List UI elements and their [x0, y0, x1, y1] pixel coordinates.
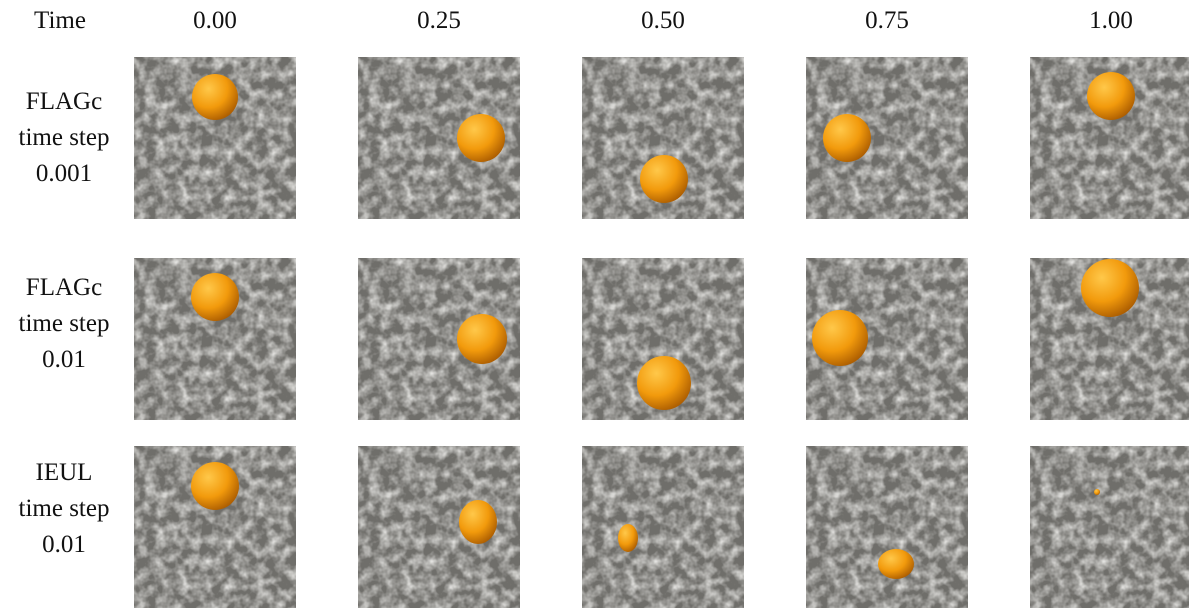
droplet	[1087, 72, 1135, 120]
droplet	[457, 114, 505, 162]
droplet	[191, 273, 239, 321]
droplet	[1081, 259, 1139, 317]
frame-flagc-0001-t100	[1030, 57, 1189, 219]
time-header-label: Time	[34, 7, 86, 34]
time-header-4: 1.00	[1089, 7, 1133, 34]
row-label-ieul-001: IEUL time step 0.01	[0, 455, 128, 563]
time-header-0: 0.00	[193, 7, 237, 34]
row-label-line: time step	[18, 310, 110, 337]
frame-flagc-0001-t075	[806, 57, 968, 219]
droplet	[878, 549, 914, 579]
frame-ieul-001-t100	[1030, 446, 1189, 608]
droplet	[191, 462, 239, 510]
frame-ieul-001-t000	[134, 446, 296, 608]
row-label-line: IEUL	[35, 459, 93, 486]
row-label-line: 0.01	[42, 531, 86, 558]
frame-ieul-001-t025	[358, 446, 520, 608]
frame-flagc-001-t000	[134, 258, 296, 420]
row-label-line: FLAGc	[25, 88, 103, 115]
time-header-3: 0.75	[865, 7, 909, 34]
droplet	[637, 356, 691, 410]
droplet	[823, 114, 871, 162]
droplet	[459, 500, 497, 544]
time-header-2: 0.50	[641, 7, 685, 34]
frame-flagc-001-t025	[358, 258, 520, 420]
row-label-flagc-0001: FLAGc time step 0.001	[0, 84, 128, 192]
droplet	[640, 155, 688, 203]
time-header-1: 0.25	[417, 7, 461, 34]
frame-flagc-001-t050	[582, 258, 744, 420]
frame-flagc-001-t075	[806, 258, 968, 420]
frame-flagc-0001-t050	[582, 57, 744, 219]
droplet	[457, 314, 507, 364]
row-label-flagc-001: FLAGc time step 0.01	[0, 270, 128, 378]
droplet	[812, 310, 868, 366]
droplet	[618, 524, 638, 552]
row-label-line: time step	[18, 495, 110, 522]
frame-flagc-001-t100	[1030, 258, 1189, 420]
frame-flagc-0001-t025	[358, 57, 520, 219]
row-label-line: time step	[18, 124, 110, 151]
frame-flagc-0001-t000	[134, 57, 296, 219]
frame-ieul-001-t075	[806, 446, 968, 608]
row-label-line: FLAGc	[25, 274, 103, 301]
droplet	[1094, 489, 1100, 495]
row-label-line: 0.001	[35, 160, 93, 187]
row-label-line: 0.01	[42, 346, 86, 373]
droplet	[192, 74, 238, 120]
frame-ieul-001-t050	[582, 446, 744, 608]
